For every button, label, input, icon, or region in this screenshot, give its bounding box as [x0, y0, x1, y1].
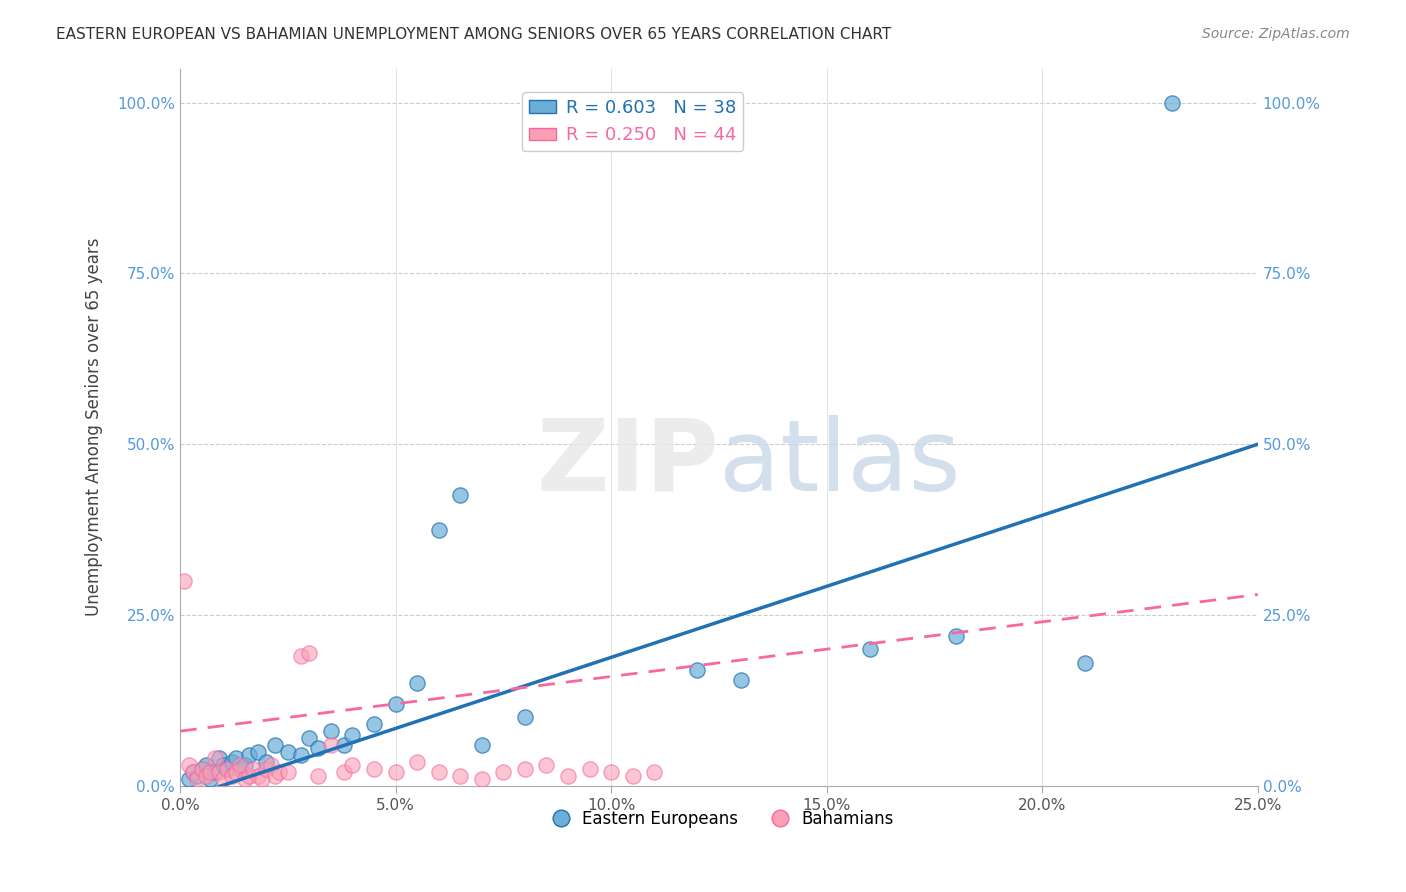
Point — [384, 697, 406, 711]
Text: ZIP: ZIP — [536, 415, 718, 511]
Point — [233, 772, 256, 786]
Point — [269, 765, 291, 780]
Point — [177, 772, 200, 786]
Point — [200, 772, 222, 786]
Point — [384, 765, 406, 780]
Point — [730, 673, 752, 687]
Point — [290, 747, 312, 762]
Point — [254, 755, 277, 769]
Point — [319, 724, 342, 739]
Point — [217, 762, 239, 776]
Point — [190, 762, 212, 776]
Point — [578, 762, 600, 776]
Point — [513, 710, 536, 724]
Point — [229, 758, 252, 772]
Point — [298, 646, 321, 660]
Point — [259, 758, 281, 772]
Point — [333, 765, 356, 780]
Point — [212, 758, 235, 772]
Point — [225, 765, 247, 780]
Point — [307, 741, 329, 756]
Point — [1160, 95, 1182, 110]
Point — [238, 747, 260, 762]
Point — [204, 765, 226, 780]
Point — [471, 772, 494, 786]
Point — [686, 663, 709, 677]
Point — [238, 768, 260, 782]
Point — [406, 676, 429, 690]
Point — [225, 751, 247, 765]
Point — [600, 765, 623, 780]
Point — [208, 765, 231, 780]
Point — [427, 523, 450, 537]
Y-axis label: Unemployment Among Seniors over 65 years: Unemployment Among Seniors over 65 years — [86, 238, 103, 616]
Point — [277, 745, 299, 759]
Point — [254, 762, 277, 776]
Point — [298, 731, 321, 745]
Point — [406, 755, 429, 769]
Point — [242, 762, 264, 776]
Point — [342, 727, 364, 741]
Point — [859, 642, 882, 657]
Legend: Eastern Europeans, Bahamians: Eastern Europeans, Bahamians — [537, 804, 901, 835]
Point — [181, 765, 204, 780]
Point — [264, 768, 287, 782]
Point — [471, 738, 494, 752]
Point — [208, 751, 231, 765]
Point — [449, 488, 471, 502]
Point — [194, 758, 217, 772]
Point — [177, 758, 200, 772]
Point — [204, 751, 226, 765]
Text: Source: ZipAtlas.com: Source: ZipAtlas.com — [1202, 27, 1350, 41]
Point — [246, 745, 269, 759]
Point — [233, 758, 256, 772]
Point — [217, 762, 239, 776]
Point — [250, 772, 273, 786]
Point — [194, 768, 217, 782]
Point — [290, 648, 312, 663]
Point — [186, 772, 208, 786]
Point — [1074, 656, 1097, 670]
Point — [246, 768, 269, 782]
Point — [513, 762, 536, 776]
Point — [200, 765, 222, 780]
Point — [945, 628, 967, 642]
Text: EASTERN EUROPEAN VS BAHAMIAN UNEMPLOYMENT AMONG SENIORS OVER 65 YEARS CORRELATIO: EASTERN EUROPEAN VS BAHAMIAN UNEMPLOYMEN… — [56, 27, 891, 42]
Point — [427, 765, 450, 780]
Point — [181, 765, 204, 780]
Point — [449, 768, 471, 782]
Point — [173, 574, 195, 588]
Point — [319, 738, 342, 752]
Point — [492, 765, 515, 780]
Point — [363, 717, 385, 731]
Point — [643, 765, 665, 780]
Point — [190, 762, 212, 776]
Point — [621, 768, 644, 782]
Point — [536, 758, 558, 772]
Point — [277, 765, 299, 780]
Point — [307, 768, 329, 782]
Point — [221, 768, 243, 782]
Point — [557, 768, 579, 782]
Point — [221, 755, 243, 769]
Point — [229, 762, 252, 776]
Point — [186, 768, 208, 782]
Text: atlas: atlas — [718, 415, 960, 511]
Point — [212, 772, 235, 786]
Point — [264, 738, 287, 752]
Point — [333, 738, 356, 752]
Point — [363, 762, 385, 776]
Point — [342, 758, 364, 772]
